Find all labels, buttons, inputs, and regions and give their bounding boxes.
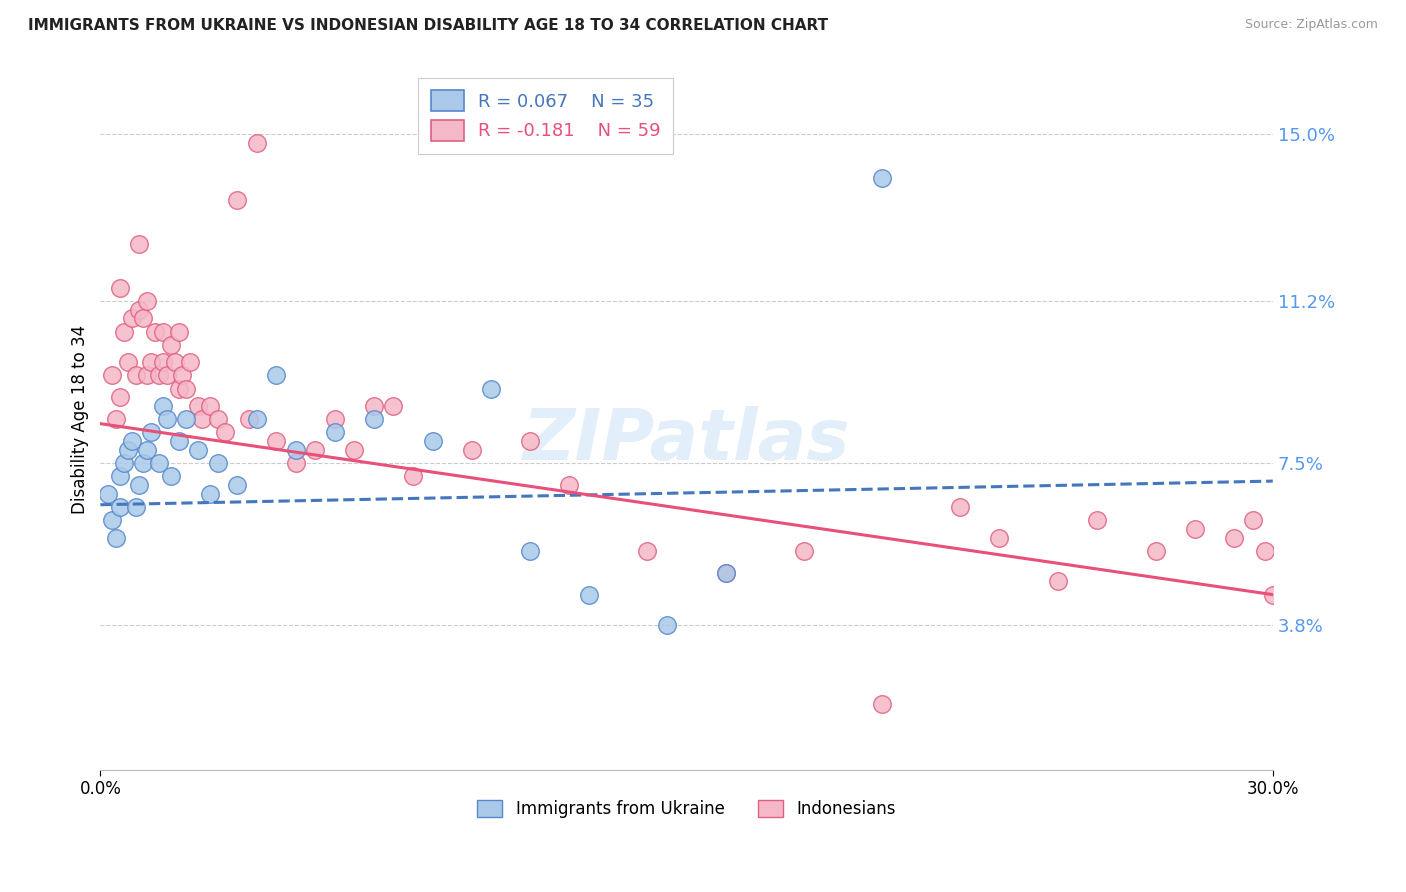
Point [132,311,155,326]
Point [578,588,600,602]
Point [152,399,174,413]
Point [104,531,127,545]
Point [988,531,1011,545]
Point [167,434,190,449]
Point [198,487,221,501]
Point [1254,543,1277,558]
Point [1261,588,1284,602]
Point [136,442,159,457]
Point [101,368,124,383]
Point [108,390,131,404]
Point [148,368,170,383]
Point [655,618,678,632]
Point [323,412,346,426]
Point [304,442,326,457]
Point [1241,513,1264,527]
Point [402,469,425,483]
Point [226,478,249,492]
Point [167,382,190,396]
Point [128,478,150,492]
Point [238,412,260,426]
Point [112,325,135,339]
Point [104,412,127,426]
Point [124,500,146,514]
Point [141,355,163,369]
Point [117,355,139,369]
Point [156,368,179,383]
Point [97,487,120,501]
Point [101,513,124,527]
Point [187,442,209,457]
Point [870,171,893,186]
Point [363,412,385,426]
Point [714,566,737,580]
Point [284,442,307,457]
Point [793,543,815,558]
Point [343,442,366,457]
Point [159,337,181,351]
Point [519,543,541,558]
Point [159,469,181,483]
Point [637,543,659,558]
Point [949,500,972,514]
Point [128,302,150,317]
Point [479,382,502,396]
Text: Source: ZipAtlas.com: Source: ZipAtlas.com [1244,18,1378,31]
Point [1184,522,1206,536]
Point [191,412,214,426]
Point [152,355,174,369]
Point [284,456,307,470]
Point [108,281,131,295]
Legend: Immigrants from Ukraine, Indonesians: Immigrants from Ukraine, Indonesians [471,793,903,825]
Point [136,368,159,383]
Point [176,412,198,426]
Point [246,412,269,426]
Point [1144,543,1167,558]
Point [156,412,179,426]
Point [172,368,194,383]
Text: ZIPatlas: ZIPatlas [523,406,851,475]
Point [132,456,155,470]
Point [323,425,346,440]
Point [152,325,174,339]
Point [141,425,163,440]
Point [460,442,482,457]
Point [108,469,131,483]
Point [519,434,541,449]
Point [176,382,198,396]
Point [246,136,269,150]
Point [167,325,190,339]
Point [363,399,385,413]
Point [207,412,229,426]
Point [198,399,221,413]
Point [136,293,159,308]
Point [148,456,170,470]
Point [121,311,143,326]
Point [207,456,229,470]
Point [187,399,209,413]
Point [117,442,139,457]
Point [179,355,201,369]
Point [714,566,737,580]
Point [214,425,236,440]
Point [382,399,405,413]
Point [163,355,186,369]
Point [108,500,131,514]
Point [264,434,287,449]
Point [558,478,581,492]
Point [1046,574,1069,589]
Point [226,193,249,207]
Y-axis label: Disability Age 18 to 34: Disability Age 18 to 34 [72,325,89,514]
Point [112,456,135,470]
Point [1222,531,1244,545]
Text: IMMIGRANTS FROM UKRAINE VS INDONESIAN DISABILITY AGE 18 TO 34 CORRELATION CHART: IMMIGRANTS FROM UKRAINE VS INDONESIAN DI… [28,18,828,33]
Point [143,325,166,339]
Point [128,236,150,251]
Point [870,698,893,712]
Point [124,368,146,383]
Point [422,434,444,449]
Point [121,434,143,449]
Point [264,368,287,383]
Point [1085,513,1108,527]
